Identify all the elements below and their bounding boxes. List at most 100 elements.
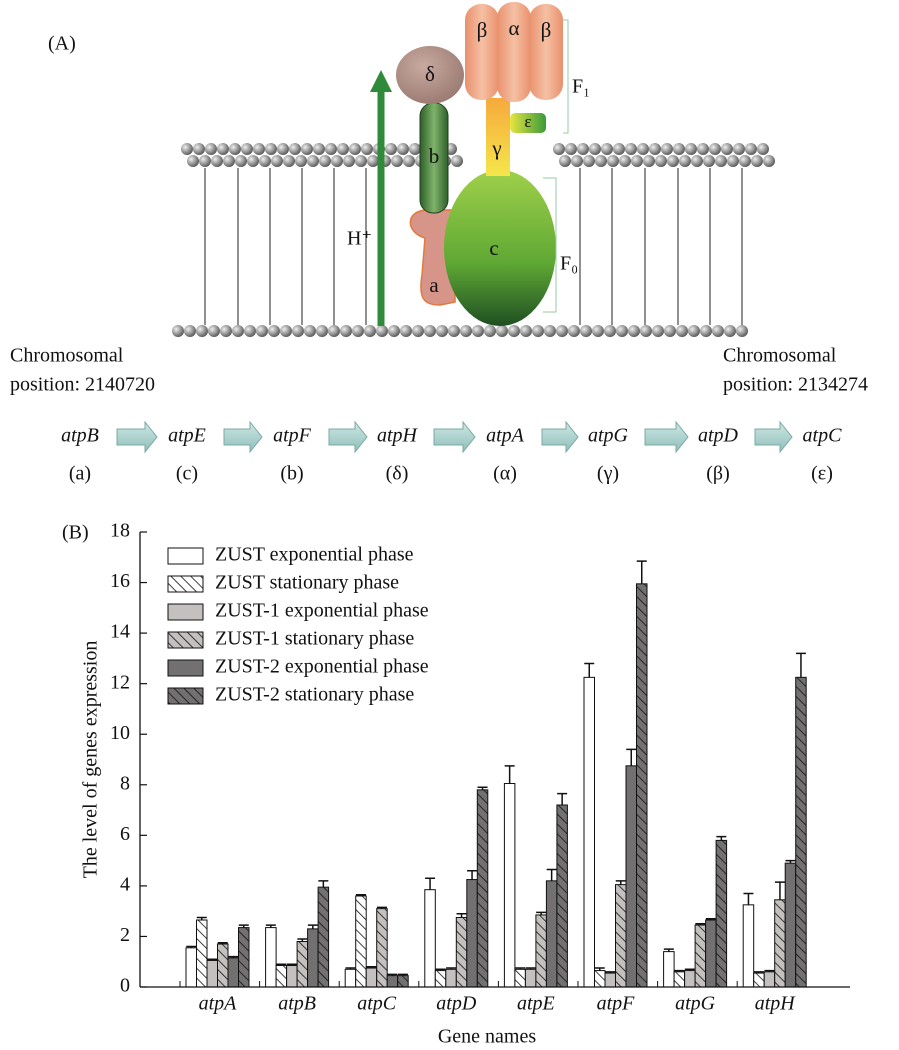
bar [695, 925, 706, 987]
bar [754, 973, 765, 987]
lipid-head [280, 325, 292, 337]
gene-name: atpA [486, 425, 525, 447]
y-tick-label: 4 [120, 873, 130, 895]
lipid-head [508, 325, 520, 337]
gene-arrow [542, 422, 578, 452]
lipid-head [364, 325, 376, 337]
lipid-head [697, 143, 709, 155]
gene-arrow [434, 422, 475, 452]
lipid-head [343, 155, 355, 167]
lipid-head [232, 325, 244, 337]
legend-label: ZUST-2 stationary phase [215, 684, 414, 706]
x-axis-label: Gene names [438, 1026, 537, 1048]
lipid-head [244, 325, 256, 337]
label-c: c [489, 236, 498, 260]
lipid-head [319, 155, 331, 167]
x-tick-label: atpH [755, 993, 797, 1015]
lipid-head [367, 155, 379, 167]
error-bar [425, 878, 435, 889]
lipid-head [571, 155, 583, 167]
panel-label: (A) [48, 33, 76, 55]
gene-name: atpC [803, 425, 843, 447]
gene-name: atpD [698, 425, 739, 447]
lipid-head [592, 325, 604, 337]
lipid-head [580, 325, 592, 337]
lipid-head [613, 143, 625, 155]
y-tick-label: 16 [110, 570, 130, 592]
lipid-head [265, 143, 277, 155]
legend-label: ZUST-1 stationary phase [215, 628, 414, 650]
lipid-head [472, 325, 484, 337]
y-tick-label: 12 [110, 671, 130, 693]
bar [218, 944, 229, 987]
lipid-head [313, 143, 325, 155]
lipid-head [268, 325, 280, 337]
operon: atpB(a)atpE(c)atpF(b)atpH(δ)atpA(α)atpG(… [61, 422, 842, 485]
lipid-head [376, 325, 388, 337]
x-tick-label: atpF [597, 993, 636, 1015]
lipid-head [400, 325, 412, 337]
lipid-head [532, 325, 544, 337]
bar [467, 880, 478, 987]
lipid-head [397, 143, 409, 155]
gene-subunit: (β) [706, 463, 730, 485]
lipid-head [628, 325, 640, 337]
y-tick-label: 6 [120, 823, 130, 845]
label-beta: β [477, 18, 488, 42]
bar [706, 920, 717, 987]
x-tick-label: atpC [357, 993, 397, 1015]
lipid-head [619, 155, 631, 167]
lipid-head [337, 143, 349, 155]
position-left: Chromosomal [10, 345, 124, 367]
lipid-head [736, 325, 748, 337]
lipid-head [229, 143, 241, 155]
bar [287, 966, 298, 987]
legend-label: ZUST stationary phase [215, 572, 399, 594]
gene-name: atpH [377, 425, 419, 447]
bar [775, 900, 786, 987]
label-gamma: γ [491, 136, 501, 160]
lipid-head [616, 325, 628, 337]
lipid-head [385, 143, 397, 155]
label-f1: F₁ [572, 76, 590, 98]
bar [366, 968, 377, 987]
label-epsilon: ε [524, 112, 531, 131]
bar [446, 969, 457, 987]
lipid-head [199, 155, 211, 167]
lipid-head [739, 155, 751, 167]
legend-swatch [168, 660, 203, 676]
lipid-head [751, 155, 763, 167]
lipid-head [391, 155, 403, 167]
figure: (A) β α β δ ε γ b c a H⁺ F₁ F₀ Chromosom… [0, 0, 899, 1050]
label-f0: F₀ [560, 253, 578, 275]
gene-subunit: (γ) [597, 463, 619, 485]
gene-arrow [645, 422, 688, 452]
bar [356, 896, 367, 987]
lipid-head [655, 155, 667, 167]
legend-swatch [168, 632, 203, 648]
legend-swatch [168, 576, 203, 592]
error-bar [467, 871, 477, 880]
legend-label: ZUST-1 exponential phase [215, 600, 429, 622]
x-tick-label: atpG [675, 993, 716, 1015]
x-tick-label: atpA [199, 993, 238, 1015]
lipid-head [196, 325, 208, 337]
bar [186, 948, 197, 987]
lipid-head [661, 143, 673, 155]
label-a: a [429, 273, 439, 297]
error-bar [616, 881, 626, 885]
error-bar [796, 653, 806, 677]
bar [664, 952, 675, 987]
lipid-head [724, 325, 736, 337]
lipid-head [544, 325, 556, 337]
label-alpha: α [508, 16, 519, 40]
lipid-head [715, 155, 727, 167]
gene-name: atpB [61, 425, 99, 447]
lipid-head [667, 155, 679, 167]
bar [716, 840, 727, 987]
gene-subunit: (b) [280, 463, 303, 485]
lipid-head [640, 325, 652, 337]
gene-name: atpG [588, 425, 629, 447]
lipid-head [304, 325, 316, 337]
lipid-head [181, 143, 193, 155]
